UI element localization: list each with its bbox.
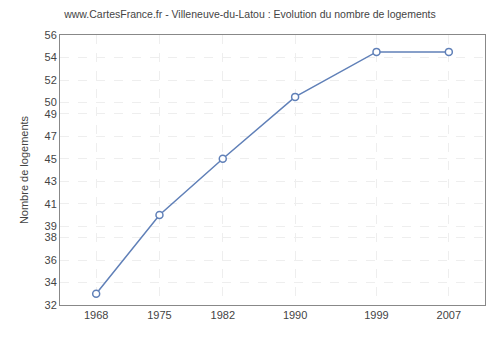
svg-text:39: 39 <box>45 220 57 232</box>
svg-text:Nombre de logements: Nombre de logements <box>18 115 30 224</box>
svg-text:1968: 1968 <box>84 309 108 321</box>
svg-text:47: 47 <box>45 130 57 142</box>
svg-text:1975: 1975 <box>147 309 171 321</box>
svg-text:www.CartesFrance.fr - Villeneu: www.CartesFrance.fr - Villeneuve-du-Lato… <box>63 8 436 20</box>
svg-text:32: 32 <box>45 299 57 311</box>
svg-text:54: 54 <box>45 51 57 63</box>
svg-text:2007: 2007 <box>437 309 461 321</box>
svg-text:43: 43 <box>45 175 57 187</box>
svg-text:38: 38 <box>45 231 57 243</box>
svg-text:1990: 1990 <box>283 309 307 321</box>
svg-text:34: 34 <box>45 276 57 288</box>
svg-text:49: 49 <box>45 108 57 120</box>
svg-text:52: 52 <box>45 74 57 86</box>
svg-text:50: 50 <box>45 96 57 108</box>
svg-text:45: 45 <box>45 153 57 165</box>
svg-text:36: 36 <box>45 254 57 266</box>
svg-text:41: 41 <box>45 198 57 210</box>
svg-text:1982: 1982 <box>211 309 235 321</box>
svg-text:56: 56 <box>45 29 57 41</box>
svg-text:1999: 1999 <box>364 309 388 321</box>
